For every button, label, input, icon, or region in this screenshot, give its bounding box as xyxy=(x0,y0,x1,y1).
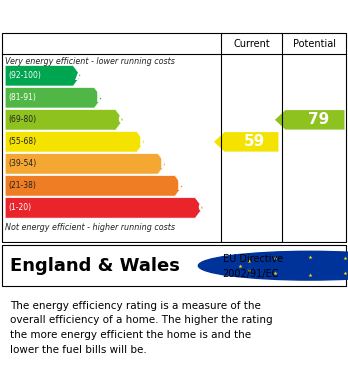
Text: Energy Efficiency Rating: Energy Efficiency Rating xyxy=(10,9,220,23)
Text: Not energy efficient - higher running costs: Not energy efficient - higher running co… xyxy=(5,223,175,232)
Text: B: B xyxy=(96,91,107,105)
Text: C: C xyxy=(117,113,128,127)
Polygon shape xyxy=(5,66,81,86)
Polygon shape xyxy=(5,88,102,108)
Text: 2002/91/EC: 2002/91/EC xyxy=(223,269,279,279)
Text: EU Directive: EU Directive xyxy=(223,254,283,264)
Polygon shape xyxy=(5,109,123,130)
Text: 59: 59 xyxy=(244,135,266,149)
Text: E: E xyxy=(160,157,169,171)
Text: D: D xyxy=(139,135,150,149)
Text: (92-100): (92-100) xyxy=(9,71,41,80)
Circle shape xyxy=(198,251,348,280)
Text: (1-20): (1-20) xyxy=(9,203,32,212)
Polygon shape xyxy=(5,176,183,196)
Text: (21-38): (21-38) xyxy=(9,181,37,190)
Text: Current: Current xyxy=(233,39,270,48)
Text: Very energy efficient - lower running costs: Very energy efficient - lower running co… xyxy=(5,57,175,66)
Polygon shape xyxy=(275,110,345,129)
Text: Potential: Potential xyxy=(293,39,335,48)
Text: (55-68): (55-68) xyxy=(9,137,37,146)
Polygon shape xyxy=(214,132,278,152)
Text: (81-91): (81-91) xyxy=(9,93,37,102)
Text: 79: 79 xyxy=(308,112,329,127)
Polygon shape xyxy=(5,154,166,174)
Text: (39-54): (39-54) xyxy=(9,160,37,169)
Text: F: F xyxy=(177,179,186,193)
Polygon shape xyxy=(5,132,144,152)
Text: A: A xyxy=(75,69,86,83)
Text: G: G xyxy=(197,201,208,215)
Text: (69-80): (69-80) xyxy=(9,115,37,124)
Polygon shape xyxy=(5,198,203,218)
Text: The energy efficiency rating is a measure of the
overall efficiency of a home. T: The energy efficiency rating is a measur… xyxy=(10,301,273,355)
Text: England & Wales: England & Wales xyxy=(10,256,180,275)
